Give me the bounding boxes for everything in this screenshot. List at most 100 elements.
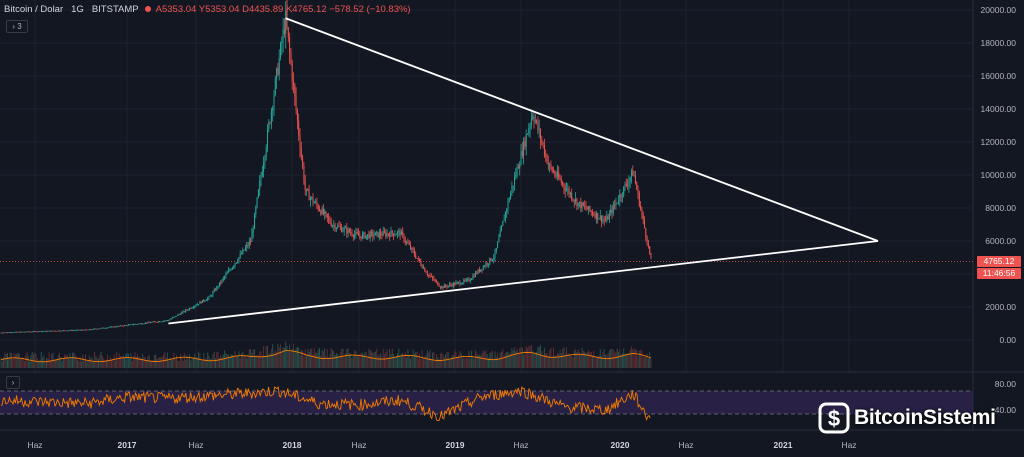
candle-body xyxy=(338,225,340,227)
candle-body xyxy=(599,215,601,219)
volume-bar xyxy=(348,352,350,368)
volume-bar xyxy=(576,351,578,368)
volume-bar xyxy=(532,350,534,368)
volume-bar xyxy=(260,351,262,368)
volume-bar xyxy=(402,353,404,368)
volume-bar xyxy=(293,343,294,368)
volume-bar xyxy=(34,352,36,368)
candle-body xyxy=(521,151,523,156)
candle-body xyxy=(555,175,557,177)
candle-body xyxy=(225,274,227,277)
symbol-legend[interactable]: Bitcoin / Dolar 1G BITSTAMP A5353.04 Y53… xyxy=(4,2,411,16)
price-axis[interactable]: 20000.00 18000.00 16000.00 14000.00 1200… xyxy=(973,0,1024,430)
volume-bar xyxy=(417,358,419,368)
candle-body xyxy=(354,234,356,237)
volume-bar xyxy=(200,358,202,368)
volume-bar xyxy=(638,350,640,368)
candle-body xyxy=(47,330,49,332)
candle-body xyxy=(130,324,132,326)
candle-body xyxy=(222,277,224,280)
volume-bar xyxy=(421,350,423,368)
candle-body xyxy=(536,120,538,122)
volume-bar xyxy=(493,358,495,368)
candle-body xyxy=(322,208,324,214)
candle-body xyxy=(190,308,192,310)
candle-body xyxy=(224,276,226,278)
volume-bar xyxy=(108,361,110,368)
volume-bar xyxy=(546,353,548,368)
candle-body xyxy=(575,198,577,202)
candle-body xyxy=(610,209,612,214)
volume-bar xyxy=(168,360,170,368)
volume-bar xyxy=(445,354,447,368)
candle-body xyxy=(619,194,621,202)
candle-body xyxy=(43,331,45,332)
volume-bar xyxy=(642,356,644,368)
time-tick: 2018 xyxy=(282,440,302,450)
candle-body xyxy=(320,210,322,215)
candle-body xyxy=(399,230,401,236)
volume-bar xyxy=(605,354,606,368)
rsi-line xyxy=(0,385,651,422)
candle-body xyxy=(176,315,177,317)
candle-body xyxy=(17,331,19,333)
candle-body xyxy=(274,78,276,95)
candle-body xyxy=(59,330,60,332)
candle-body xyxy=(514,176,515,186)
candle-body xyxy=(540,129,541,140)
candle-body xyxy=(317,205,319,210)
volume-bar xyxy=(270,348,272,368)
candle-body xyxy=(217,286,219,288)
volume-bar xyxy=(511,348,513,368)
candle-body xyxy=(441,286,443,288)
candle-body xyxy=(374,232,376,236)
volume-bar xyxy=(142,353,144,368)
candle-body xyxy=(329,218,331,223)
candle-body xyxy=(3,332,5,334)
candle-body xyxy=(112,326,114,328)
candle-body xyxy=(46,330,47,332)
volume-bar xyxy=(632,349,634,368)
candle-body xyxy=(381,235,383,237)
candle-body xyxy=(456,282,458,284)
rsi-toggle-button[interactable]: › xyxy=(6,376,20,389)
candle-body xyxy=(186,309,188,311)
candle-body xyxy=(235,262,237,264)
volume-bar xyxy=(345,353,346,368)
volume-bar xyxy=(590,351,592,368)
candle-body xyxy=(21,331,23,333)
volume-bar xyxy=(213,351,215,368)
candle-body xyxy=(264,156,266,164)
candle-body xyxy=(251,233,253,242)
candle-body xyxy=(187,309,189,311)
candle-body xyxy=(307,189,309,191)
volume-bar xyxy=(64,354,66,368)
volume-bar xyxy=(391,348,393,368)
volume-bar xyxy=(282,346,284,368)
candle-body xyxy=(91,329,93,331)
exchange-label: BITSTAMP xyxy=(91,3,139,15)
candle-body xyxy=(5,332,7,334)
volume-bar xyxy=(623,348,625,368)
candle-body xyxy=(56,330,58,332)
candle-body xyxy=(592,211,593,215)
volume-bar xyxy=(100,351,102,368)
candle-body xyxy=(598,218,600,220)
candle-body xyxy=(77,329,79,331)
candle-body xyxy=(580,201,582,209)
candle-body xyxy=(72,330,73,332)
volume-bar xyxy=(147,356,149,368)
volume-bar xyxy=(91,357,93,368)
volume-bar xyxy=(118,353,120,368)
candle-body xyxy=(39,331,41,333)
volume-bar xyxy=(216,351,218,368)
candle-body xyxy=(606,216,608,221)
candle-body xyxy=(624,184,626,187)
candle-body xyxy=(437,281,439,286)
candle-body xyxy=(426,273,428,275)
candle-body xyxy=(358,233,359,236)
volume-bar xyxy=(312,354,314,368)
indicators-toggle-button[interactable]: › 3 xyxy=(6,20,28,33)
volume-bar xyxy=(181,357,183,368)
